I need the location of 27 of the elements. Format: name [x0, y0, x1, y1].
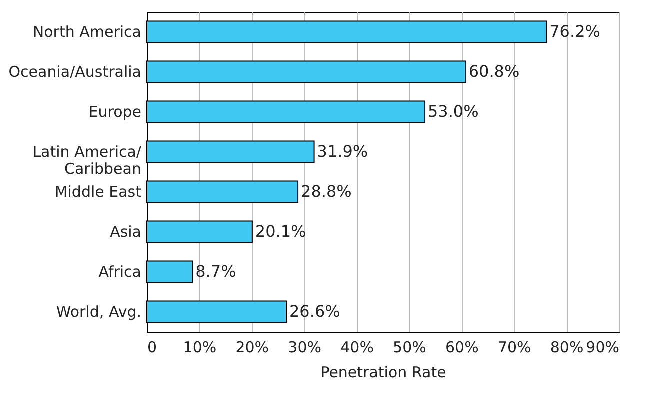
data-label: 31.9%: [317, 142, 368, 161]
y-tick-label: Latin America/ Caribbean: [32, 143, 142, 178]
x-tick-label: 10%: [183, 338, 217, 356]
data-label: 76.2%: [550, 22, 600, 41]
data-label: 26.6%: [290, 302, 340, 321]
y-tick-label: World, Avg.: [56, 303, 142, 321]
x-tick-label: 60%: [445, 338, 479, 356]
data-label: 28.8%: [301, 182, 352, 201]
x-tick-label: 70%: [498, 338, 532, 356]
y-tick-label: Africa: [98, 263, 142, 281]
y-tick-label: Europe: [88, 103, 142, 121]
y-tick-label: North America: [32, 23, 142, 41]
x-tick-label: 20%: [236, 338, 270, 356]
data-label: 53.0%: [428, 102, 479, 121]
y-tick-label: Asia: [110, 223, 142, 241]
x-tick-label: 0: [148, 338, 158, 356]
x-tick-label: 80%: [550, 338, 584, 356]
x-axis-title: Penetration Rate: [320, 364, 446, 382]
data-label: 60.8%: [468, 62, 520, 81]
x-tick-label: 30%: [288, 338, 322, 356]
data-label: 8.7%: [196, 262, 236, 281]
data-label: 20.1%: [255, 222, 306, 241]
y-tick-label: Oceania/Australia: [8, 63, 142, 81]
x-tick-label: 90%: [586, 338, 620, 356]
y-tick-label: Middle East: [54, 183, 142, 201]
x-tick-label: 40%: [340, 338, 374, 356]
x-tick-label: 50%: [393, 338, 426, 356]
